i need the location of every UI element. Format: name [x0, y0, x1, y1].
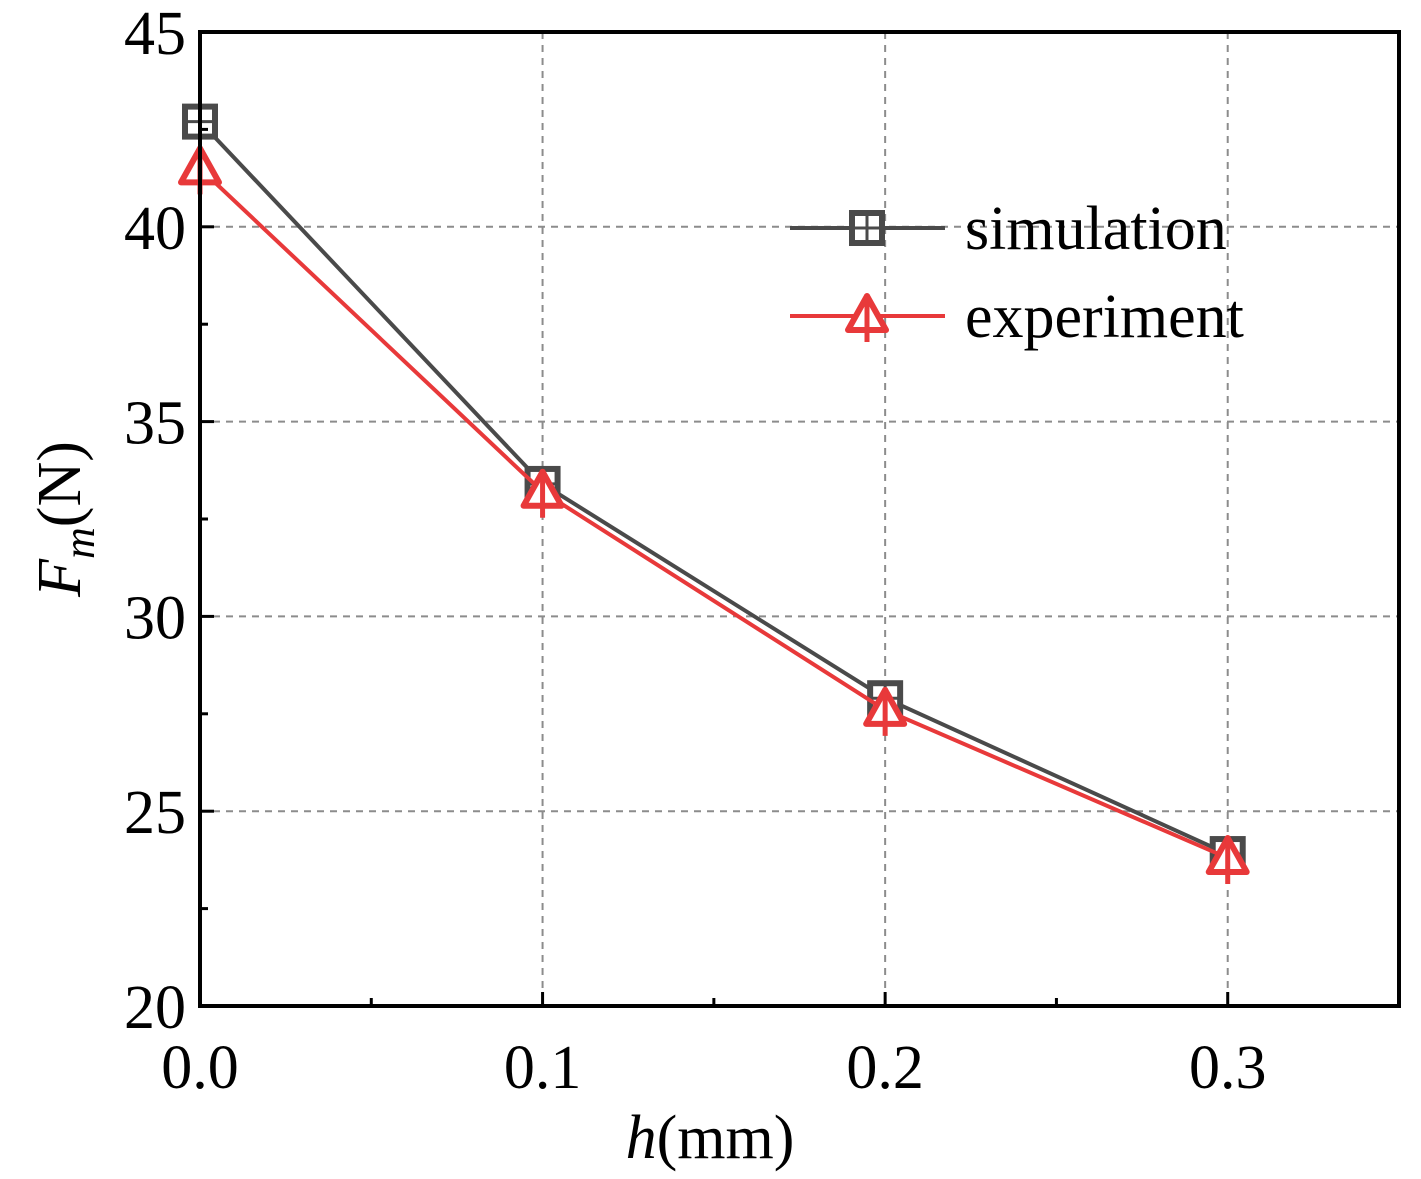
legend-marker [845, 293, 889, 342]
data-point-experiment [1205, 834, 1250, 884]
axis-ticks [198, 30, 1230, 1008]
data-point-experiment [863, 686, 908, 736]
x-tick-label: 0.3 [1189, 1034, 1267, 1102]
legend-item-experiment: experiment [790, 283, 1244, 351]
legend-marker [849, 210, 885, 246]
legend-item-simulation: simulation [790, 195, 1227, 263]
series-line-experiment [198, 166, 1229, 860]
y-tick-label: 25 [124, 779, 186, 847]
legend-label: simulation [965, 195, 1227, 263]
tick-labels: 0.0 0.1 0.2 0.3 20 25 30 35 40 45 [124, 0, 1266, 1102]
x-tick-label: 0.1 [504, 1034, 582, 1102]
legend-label: experiment [965, 283, 1244, 351]
x-tick-label: 0.2 [846, 1034, 924, 1102]
y-axis-title: Fm(N) [26, 441, 104, 598]
x-tick-label: 0.0 [161, 1034, 239, 1102]
series-line-simulation [198, 120, 1229, 856]
legend: simulation experiment [790, 195, 1244, 351]
y-tick-label: 35 [124, 390, 186, 458]
y-tick-label: 30 [124, 584, 186, 652]
x-axis-title: h(mm) [626, 1104, 795, 1172]
data-point-experiment [520, 468, 565, 518]
y-tick-label: 45 [124, 0, 186, 68]
y-tick-label: 20 [124, 974, 186, 1042]
y-tick-label: 40 [124, 195, 186, 263]
